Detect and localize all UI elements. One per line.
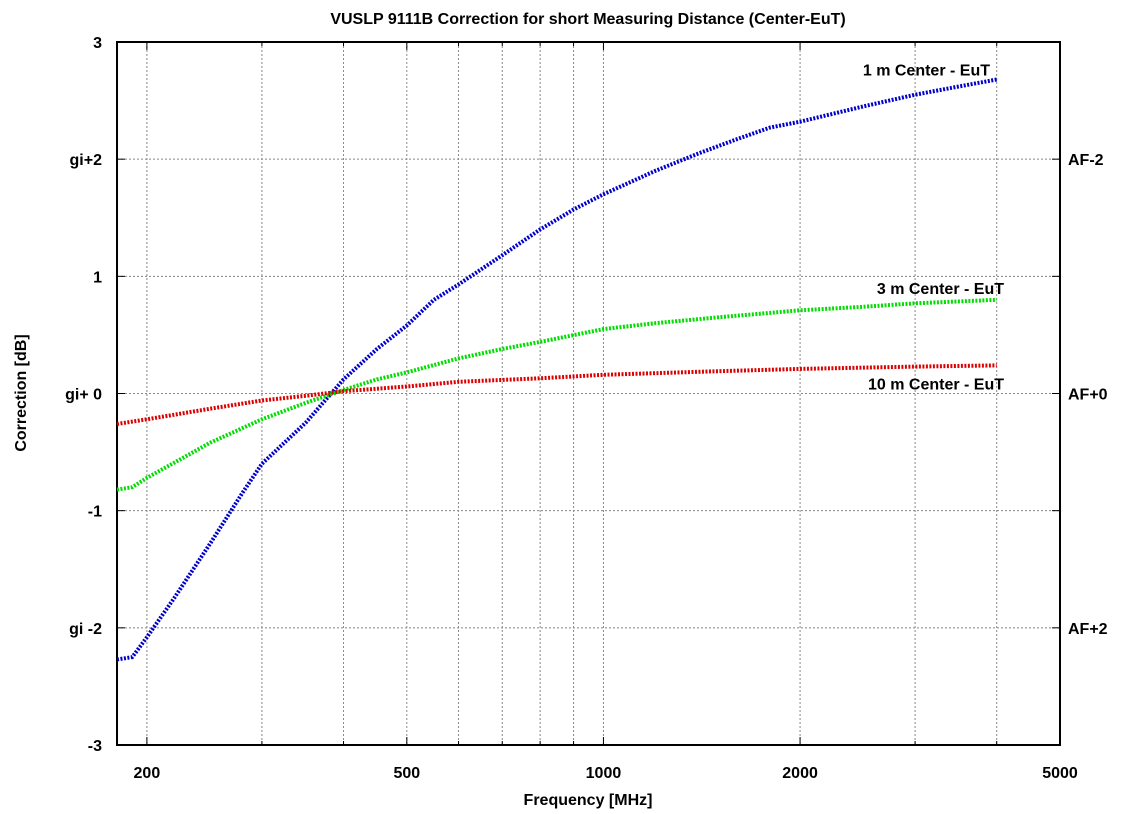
y-tick-label: -1 — [88, 504, 102, 521]
y-tick-label: gi -2 — [69, 621, 102, 638]
series-line — [116, 363, 997, 426]
ticks — [117, 41, 1061, 746]
x-tick-label: 1000 — [586, 765, 622, 782]
y-tick-label: -3 — [88, 738, 102, 755]
series-label: 3 m Center - EuT — [877, 281, 1004, 298]
y-right-tick-label: AF+0 — [1068, 387, 1108, 404]
y-right-tick-label: AF-2 — [1068, 152, 1104, 169]
tick-labels: 200 500 1000 2000 5000 3 gi+2 1 gi+ 0 -1 gi -2 -3 AF… — [65, 35, 1108, 782]
x-tick-label: 500 — [393, 765, 420, 782]
y-right-tick-label: AF+2 — [1068, 621, 1108, 638]
x-axis-label: Frequency [MHz] — [524, 792, 653, 809]
y-tick-label: 3 — [93, 35, 102, 52]
grid — [117, 42, 1060, 745]
series-group — [116, 77, 998, 662]
series-label: 10 m Center - EuT — [868, 376, 1004, 393]
x-tick-label: 2000 — [782, 765, 818, 782]
y-tick-label: gi+ 0 — [65, 387, 102, 404]
x-tick-label: 200 — [134, 765, 161, 782]
y-tick-label: gi+2 — [70, 152, 103, 169]
y-axis-label: Correction [dB] — [13, 334, 30, 451]
series-label: 1 m Center - EuT — [863, 62, 990, 79]
x-tick-label: 5000 — [1042, 765, 1078, 782]
series-line — [116, 297, 997, 492]
chart-title: VUSLP 9111B Correction for short Measuri… — [330, 11, 845, 28]
y-tick-label: 1 — [93, 269, 102, 286]
